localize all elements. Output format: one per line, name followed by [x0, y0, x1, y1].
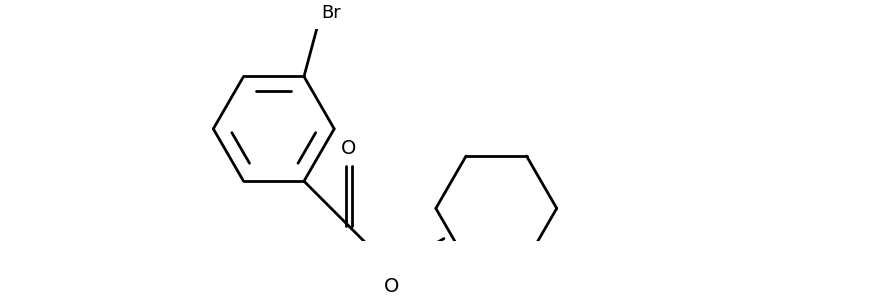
Text: Br: Br: [322, 4, 341, 21]
Text: O: O: [341, 139, 356, 158]
Text: O: O: [384, 277, 400, 296]
